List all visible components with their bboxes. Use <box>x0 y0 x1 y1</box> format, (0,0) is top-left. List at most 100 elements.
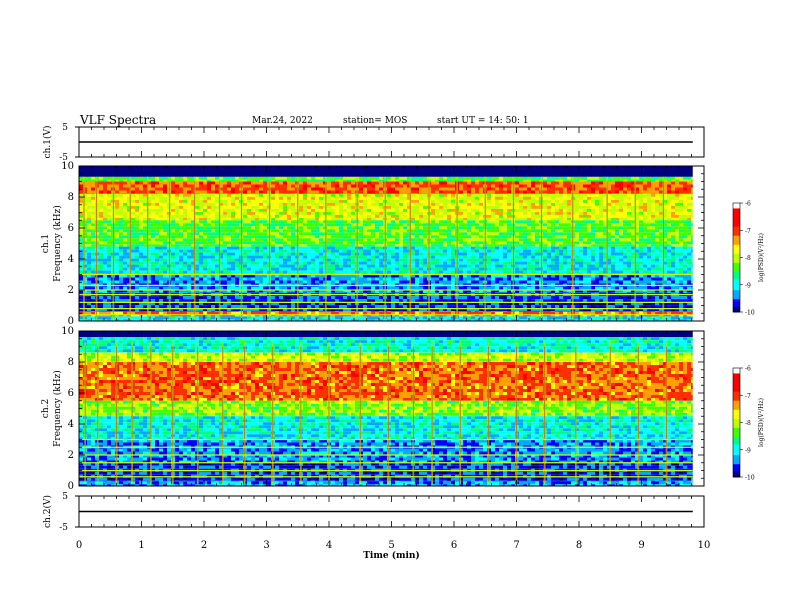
spectrogram-cell <box>395 226 399 229</box>
spectrogram-cell <box>411 188 415 191</box>
spectrogram-cell <box>163 188 167 191</box>
spectrogram-cell <box>215 232 219 235</box>
spectrogram-cell <box>339 206 343 209</box>
spectrogram-cell <box>359 229 363 232</box>
spectrogram-cell <box>99 232 103 235</box>
spectrogram-cell <box>623 194 627 197</box>
spectrogram-cell <box>227 232 231 235</box>
spectrogram-cell <box>207 175 211 177</box>
spectrogram-cell <box>575 238 579 241</box>
spectrogram-cell <box>419 188 423 191</box>
spectrogram-cell <box>479 177 483 180</box>
spectrogram-cell <box>587 200 591 203</box>
spectrogram-cell <box>423 226 427 229</box>
spectrogram-cell <box>419 235 423 238</box>
spectrogram-cell <box>599 194 603 197</box>
spectrogram-cell <box>555 185 559 188</box>
spectrogram-cell <box>563 226 567 229</box>
spectrogram-cell <box>691 229 693 232</box>
spectrogram-cell <box>519 238 523 241</box>
spectrogram-cell <box>215 241 219 244</box>
spectrogram-cell <box>99 212 103 215</box>
spectrogram-cell <box>423 194 427 197</box>
spectrogram-cell <box>347 209 351 212</box>
spectrogram-cell <box>547 194 551 197</box>
spectrogram-cell <box>611 238 615 241</box>
spectrogram-cell <box>143 223 147 226</box>
spectrogram-cell <box>263 253 267 256</box>
spectrogram-cell <box>395 200 399 203</box>
spectrogram-cell <box>535 182 539 185</box>
spectrogram-cell <box>687 220 691 223</box>
spectrogram-cell <box>123 188 127 191</box>
spectrogram-cell <box>615 182 619 185</box>
spectrogram-cell <box>363 215 367 218</box>
spectrogram-cell <box>355 172 359 175</box>
spectrogram-cell <box>203 209 207 212</box>
spectrogram-cell <box>555 194 559 197</box>
spectrogram-cell <box>611 241 615 244</box>
spectrogram-cell <box>203 197 207 200</box>
spectrogram-cell <box>259 247 263 250</box>
spectrogram-cell <box>211 220 215 223</box>
spectrogram-cell <box>451 180 455 182</box>
spectrogram-cell <box>619 172 623 175</box>
spectrogram-cell <box>319 241 323 244</box>
spectrogram-cell <box>183 250 187 253</box>
spectrogram-cell <box>659 185 663 188</box>
spectrogram-cell <box>183 172 187 175</box>
spectrogram-cell <box>331 212 335 215</box>
spectrogram-cell <box>439 247 443 250</box>
spectrogram-cell <box>119 223 123 226</box>
spectrogram-cell <box>619 235 623 238</box>
spectrogram-cell <box>211 209 215 212</box>
spectrogram-cell <box>643 223 647 226</box>
spectrogram-cell <box>135 241 139 244</box>
spectrogram-cell <box>227 172 231 175</box>
spectrogram-cell <box>631 226 635 229</box>
spectrogram-cell <box>395 215 399 218</box>
spectrogram-cell <box>495 194 499 197</box>
spectrogram-cell <box>659 241 663 244</box>
spectrogram-cell <box>231 194 235 197</box>
spectrogram-cell <box>223 182 227 185</box>
spectrogram-cell <box>211 218 215 220</box>
spectrogram-cell <box>599 206 603 209</box>
spectrogram-cell <box>115 212 119 215</box>
spectrogram-cell <box>487 215 491 218</box>
spectrogram-cell <box>223 203 227 206</box>
spectrogram-cell <box>123 220 127 223</box>
spectrogram-cell <box>259 244 263 246</box>
spectrogram-cell <box>299 209 303 212</box>
spectrogram-cell <box>567 238 571 241</box>
spectrogram-cell <box>211 244 215 246</box>
spectrogram-cell <box>631 194 635 197</box>
spectrogram-cell <box>215 185 219 188</box>
spectrogram-cell <box>587 194 591 197</box>
spectrogram-cell <box>391 220 395 223</box>
spectrogram-cell <box>291 223 295 226</box>
spectrogram-cell <box>207 177 211 180</box>
spectrogram-cell <box>91 241 95 244</box>
spectrogram-cell <box>543 220 547 223</box>
spectrogram-cell <box>547 220 551 223</box>
spectrogram-cell <box>447 232 451 235</box>
spectrogram-cell <box>467 182 471 185</box>
spectrogram-cell <box>247 241 251 244</box>
spectrogram-cell <box>423 203 427 206</box>
spectrogram-cell <box>119 250 123 253</box>
spectrogram-cell <box>119 220 123 223</box>
spectrogram-cell <box>155 194 159 197</box>
spectrogram-cell <box>87 235 91 238</box>
spectrogram-cell <box>231 244 235 246</box>
spectrogram-cell <box>223 180 227 182</box>
spectrogram-cell <box>543 212 547 215</box>
spectrogram-cell <box>503 197 507 200</box>
spectrogram-cell <box>243 197 247 200</box>
spectrogram-cell <box>459 232 463 235</box>
spectrogram-cell <box>671 188 675 191</box>
spectrogram-cell <box>303 197 307 200</box>
spectrogram-cell <box>263 244 267 246</box>
spectrogram-cell <box>411 235 415 238</box>
spectrogram-cell <box>139 226 143 229</box>
